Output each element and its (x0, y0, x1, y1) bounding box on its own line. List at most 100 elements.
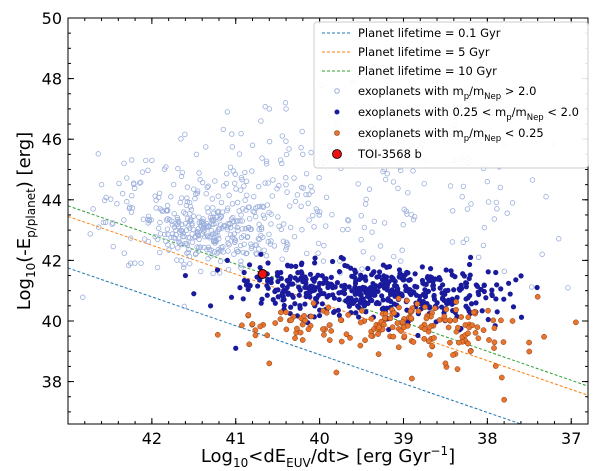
data-point (528, 284, 535, 290)
data-point (440, 282, 446, 288)
data-point (301, 313, 307, 319)
data-point (340, 226, 346, 233)
data-point (157, 249, 163, 256)
x-tick-label: 40 (309, 429, 329, 448)
data-point (181, 303, 188, 310)
data-point (303, 280, 309, 286)
data-point (210, 218, 216, 224)
data-point (187, 211, 193, 217)
data-point (153, 205, 159, 211)
data-point (234, 248, 241, 255)
data-point (484, 178, 491, 185)
data-point (543, 194, 549, 200)
data-point (343, 298, 349, 304)
data-point (361, 287, 368, 293)
data-point (396, 304, 402, 311)
data-point (207, 233, 214, 239)
data-point (244, 250, 250, 256)
data-point (163, 164, 169, 170)
data-point (485, 199, 492, 205)
data-point (371, 290, 377, 296)
data-point (345, 217, 351, 223)
data-point (246, 216, 253, 222)
data-point (343, 331, 350, 338)
data-point (154, 264, 161, 271)
data-point (467, 254, 474, 260)
data-point (103, 194, 109, 201)
data-point (273, 287, 279, 293)
data-point (257, 269, 268, 280)
data-point (498, 286, 504, 292)
data-point (501, 296, 507, 302)
data-point (404, 297, 410, 304)
data-point (288, 317, 294, 324)
data-point (156, 190, 163, 196)
data-point (240, 249, 247, 256)
data-point (299, 184, 305, 191)
data-point (225, 224, 231, 230)
data-point (573, 319, 579, 326)
data-point (415, 308, 422, 315)
data-point (124, 198, 130, 205)
data-point (143, 157, 149, 164)
x-tick-label: 41 (226, 429, 246, 448)
data-point (297, 287, 303, 293)
data-point (250, 208, 256, 215)
data-point (187, 261, 193, 267)
data-point (260, 234, 266, 240)
data-point (291, 175, 297, 181)
x-axis-label: Log10<dEEUV/dt> [erg Gyr−1] (201, 444, 455, 470)
data-point (307, 271, 314, 277)
data-point (145, 167, 151, 173)
data-point (298, 261, 305, 268)
data-point (95, 151, 102, 157)
data-point (454, 294, 460, 301)
data-point (121, 250, 127, 256)
data-point (205, 233, 211, 239)
data-point (249, 321, 256, 327)
data-point (380, 321, 387, 328)
data-point (163, 238, 169, 245)
x-tick-label: 38 (477, 429, 497, 448)
data-point (449, 296, 455, 302)
data-point (246, 224, 252, 231)
data-point (355, 181, 361, 187)
data-point (292, 198, 299, 205)
data-point (460, 183, 467, 190)
legend: Planet lifetime = 0.1 Gyr Planet lifetim… (313, 21, 589, 169)
data-point (264, 202, 271, 208)
data-point (283, 151, 290, 158)
data-point (398, 328, 404, 334)
data-point (287, 203, 293, 209)
axis-ticks: 42 41 40 39 38 37 38 40 42 44 46 48 50 (42, 9, 588, 448)
data-point (145, 213, 152, 219)
data-point (410, 216, 417, 223)
data-point (328, 274, 334, 280)
data-point (510, 304, 517, 310)
data-point (155, 236, 161, 243)
data-point (352, 267, 358, 273)
data-point (253, 250, 259, 256)
data-point (313, 206, 320, 212)
data-point (506, 280, 512, 286)
data-point (182, 131, 188, 138)
data-point (169, 231, 176, 237)
data-point (539, 251, 545, 257)
data-point (275, 278, 281, 285)
data-point (181, 261, 187, 268)
data-point (307, 289, 313, 295)
data-point (252, 332, 259, 339)
data-point (431, 335, 437, 341)
y-tick-label: 48 (42, 70, 62, 89)
data-point (233, 186, 239, 192)
data-point (205, 209, 211, 215)
data-point (171, 210, 177, 217)
data-point (210, 214, 216, 220)
data-point (331, 309, 337, 315)
data-point (176, 229, 183, 235)
data-point (513, 277, 519, 283)
legend-label-10gyr: Planet lifetime = 10 Gyr (358, 64, 497, 78)
data-point (312, 255, 318, 261)
data-point (362, 274, 368, 280)
x-tick-label: 37 (561, 429, 581, 448)
